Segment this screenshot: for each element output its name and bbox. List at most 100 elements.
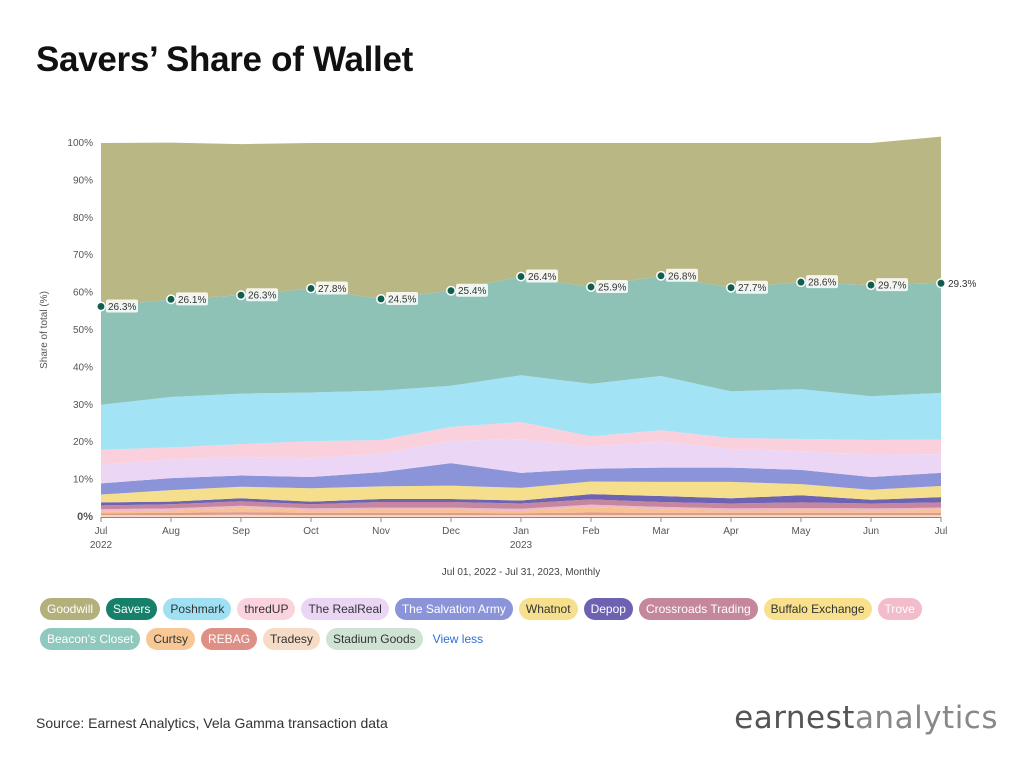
source-note: Source: Earnest Analytics, Vela Gamma tr… — [36, 715, 388, 731]
savers-point — [936, 278, 946, 289]
logo-part-1: earnest — [734, 700, 855, 736]
legend-chip-poshmark[interactable]: Poshmark — [163, 598, 232, 620]
savers-label-bg — [386, 291, 418, 305]
y-tick-label: 30% — [73, 400, 93, 411]
legend-chip-whatnot[interactable]: Whatnot — [518, 598, 578, 620]
savers-point — [96, 301, 106, 312]
savers-point — [306, 283, 316, 294]
x-tick-label: Aug — [162, 526, 180, 537]
y-tick-label: 40% — [73, 362, 93, 373]
area-trove — [101, 504, 941, 512]
savers-point — [376, 294, 386, 304]
savers-data-label: 27.8% — [318, 284, 346, 295]
area-thredup — [101, 422, 941, 465]
legend-chip-curtsy[interactable]: Curtsy — [146, 628, 196, 650]
savers-point — [516, 271, 526, 282]
savers-data-label: 26.4% — [528, 272, 556, 283]
savers-data-label: 26.1% — [178, 295, 206, 306]
x-tick-label: Dec — [442, 526, 460, 537]
x-tick-label: Sep — [232, 526, 250, 537]
savers-point — [236, 290, 246, 301]
x-tick-label: Mar — [652, 526, 670, 537]
legend-chip-stadium-goods[interactable]: Stadium Goods — [325, 628, 423, 650]
x-tick-label: Jun — [863, 526, 879, 537]
x-tick-label: Nov — [372, 526, 390, 537]
legend-chip-rebag[interactable]: REBAG — [201, 628, 258, 650]
savers-data-label: 28.6% — [808, 278, 836, 289]
area-savers — [101, 275, 941, 405]
savers-label-bg — [666, 268, 698, 282]
legend-chip-crossroads-trading[interactable]: Crossroads Trading — [638, 598, 758, 620]
y-tick-label: 70% — [73, 250, 93, 261]
savers-label-bg — [176, 292, 208, 306]
chart-panel: 0% 10% 20% 30% 40% 50% 60% 70% 80% 90% 100% Share o… — [34, 128, 998, 660]
savers-label-bg — [106, 299, 138, 313]
x-tick-label: May — [792, 526, 811, 537]
x-tick-label: Jul — [95, 526, 108, 537]
legend: Goodwill Savers Poshmark thredUP The RealRea… — [40, 598, 940, 650]
legend-chip-depop[interactable]: Depop — [583, 598, 633, 620]
savers-label-bg — [316, 281, 348, 295]
x-tick-label: Oct — [303, 526, 319, 537]
area-the-realreal — [101, 439, 941, 484]
x-year-label: 2023 — [510, 540, 533, 551]
chart-title: Savers’ Share of Wallet — [36, 40, 413, 79]
logo-part-2: analytics — [854, 700, 998, 736]
savers-point — [726, 282, 736, 293]
savers-data-label: 25.9% — [598, 282, 626, 293]
y-tick-label: 90% — [73, 175, 93, 186]
savers-label-bg — [596, 279, 628, 293]
x-tick-label: Jul — [935, 526, 948, 537]
area-poshmark — [101, 375, 941, 450]
savers-data-label: 27.7% — [738, 283, 766, 294]
legend-chip-savers[interactable]: Savers — [106, 598, 158, 620]
y-tick-label: 60% — [73, 288, 93, 299]
y-tick-label: 80% — [73, 213, 93, 224]
x-tick-label: Apr — [723, 526, 739, 537]
legend-chip-tradesy[interactable]: Tradesy — [263, 628, 320, 650]
savers-point — [656, 270, 666, 281]
savers-point — [446, 285, 456, 296]
area-whatnot — [101, 481, 941, 503]
savers-label-bg — [876, 278, 908, 292]
area-the-salvation-army — [101, 463, 941, 495]
area-depop — [101, 494, 941, 506]
savers-label-bg — [246, 288, 278, 302]
savers-point — [586, 282, 596, 292]
legend-chip-thredup[interactable]: thredUP — [237, 598, 296, 620]
area-curtsy — [101, 506, 941, 514]
savers-label-bg — [736, 280, 768, 294]
y-tick-label: 100% — [67, 138, 93, 149]
x-tick-label: Feb — [582, 526, 600, 537]
area-tradesy — [101, 514, 941, 517]
x-year-label: 2022 — [90, 540, 113, 551]
y-tick-label: 0% — [77, 511, 93, 523]
y-tick-label: 10% — [73, 475, 93, 486]
x-tick-label: Jan — [513, 526, 529, 537]
savers-data-label: 26.8% — [668, 271, 696, 282]
y-tick-label: 20% — [73, 437, 93, 448]
savers-point — [866, 280, 876, 291]
stacked-area-chart: 0% 10% 20% 30% 40% 50% 60% 70% 80% 90% 100% Share o… — [39, 136, 976, 578]
view-less-link[interactable]: View less — [432, 632, 484, 646]
savers-point — [796, 277, 806, 288]
savers-data-label: 25.4% — [458, 286, 486, 297]
savers-label-bg — [456, 283, 488, 297]
legend-chip-goodwill[interactable]: Goodwill — [40, 598, 101, 620]
legend-chip-the-realreal[interactable]: The RealReal — [301, 598, 389, 620]
savers-point — [166, 294, 176, 305]
savers-data-label: 29.7% — [878, 281, 906, 292]
savers-data-label: 26.3% — [108, 302, 136, 313]
savers-data-label: 24.5% — [388, 294, 416, 305]
savers-label-bg — [806, 275, 838, 289]
y-axis-label: Share of total (%) — [39, 291, 50, 369]
legend-chip-trove[interactable]: Trove — [877, 598, 922, 620]
y-tick-label: 50% — [73, 325, 93, 336]
legend-chip-beacon-s-closet[interactable]: Beacon's Closet — [40, 628, 141, 650]
legend-chip-the-salvation-army[interactable]: The Salvation Army — [394, 598, 513, 620]
earnest-analytics-logo: earnestanalytics — [734, 700, 998, 736]
savers-label-bg — [526, 269, 558, 283]
savers-data-label: 26.3% — [248, 291, 276, 302]
legend-chip-buffalo-exchange[interactable]: Buffalo Exchange — [763, 598, 872, 620]
savers-data-label: 29.3% — [948, 279, 976, 290]
